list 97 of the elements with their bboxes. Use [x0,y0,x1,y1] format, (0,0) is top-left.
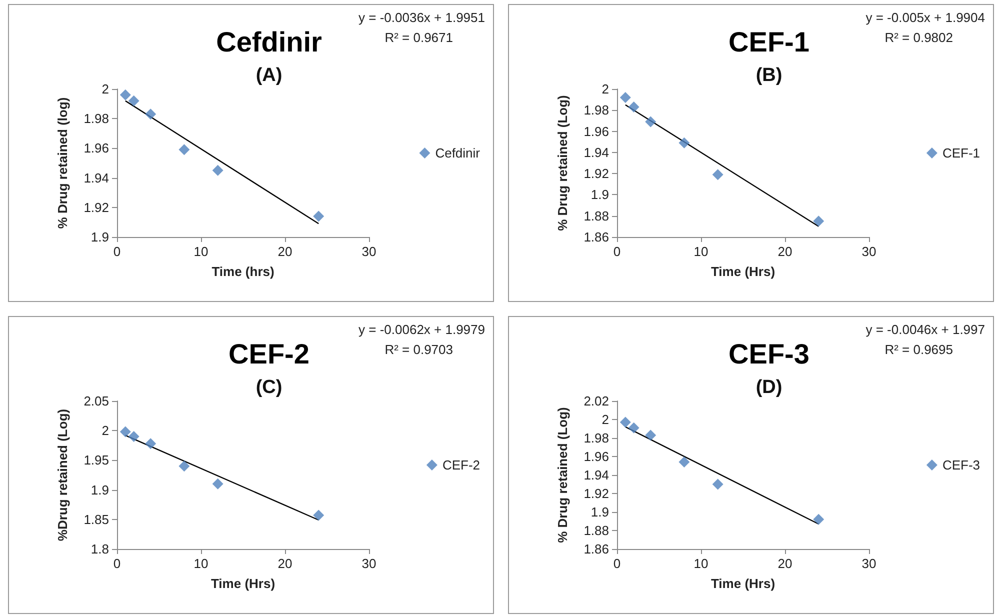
text: R² = 0.9703 [384,342,453,357]
y-tick-label: 1.86 [584,542,609,556]
point [178,144,190,156]
chart-title: CEF-2 [228,338,310,370]
y-tick-label: 2.02 [584,394,609,408]
y-tick-label: 1.88 [584,208,609,224]
y-tick-label: 1.94 [584,144,609,160]
point [628,101,640,112]
chart-subtitle: (B) [756,65,782,86]
x-tick-label: 20 [278,244,292,259]
y-tick-label: 1.94 [84,170,109,186]
chart-subtitle: (D) [756,377,782,398]
x-axis-title: Time (Hrs) [210,576,276,591]
y-tick-label: 1.85 [84,512,109,527]
x-tick-label: 30 [362,244,376,259]
point [813,216,824,227]
x-axis-title: Time (Hrs) [710,264,776,279]
point [313,510,324,521]
point [645,430,656,441]
text: R² = 0.9695 [884,342,953,357]
x-axis-title: Time (hrs) [212,264,274,279]
x-tick-label: 20 [278,556,292,571]
chart-subtitle: (C) [256,377,282,398]
y-tick-label: 2 [102,423,109,438]
y-tick-label: 2 [602,82,609,96]
y-tick-label: 1.9 [590,504,609,520]
point [712,169,724,180]
y-tick-label: 1.95 [84,452,109,468]
point [678,137,690,148]
y-tick-label: 1.9 [90,230,109,244]
chart-title: Cefdinir [216,26,322,58]
chart-title: CEF-1 [728,26,810,58]
point [212,164,224,176]
y-tick-label: 2 [102,82,109,96]
point [145,438,156,450]
y-tick-label: 1.98 [84,111,109,126]
text: y = -0.0036x + 1.9951 [358,10,485,25]
text: y = -0.0046x + 1.997 [866,322,986,337]
y-tick-label: 1.92 [84,200,109,215]
legend-label: CEF-1 [942,146,980,160]
x-tick-label: 30 [862,244,876,259]
text: R² = 0.9671 [384,30,453,45]
y-tick-label: 2 [602,412,609,427]
x-tick-label: 0 [113,244,121,259]
y-tick-label: 1.86 [584,230,609,244]
y-axis-title: % Drug retained (log) [55,97,70,229]
text: y = -0.005x + 1.9904 [866,10,986,25]
text: y = -0.0062x + 1.9979 [358,322,485,337]
x-tick-label: 0 [613,556,621,571]
point [645,116,656,128]
text: R² = 0.9802 [884,30,953,45]
y-tick-label: 1.8 [90,542,109,556]
point [712,478,724,490]
chart-title: CEF-3 [728,338,810,370]
x-tick-label: 10 [694,556,708,571]
y-tick-label: 1.94 [584,468,609,482]
x-tick-label: 10 [694,244,708,259]
legend-label: Cefdinir [435,146,481,160]
point [120,426,131,438]
y-axis-title: % Drug retained (Log) [555,407,570,543]
point [628,422,640,434]
y-axis-title: % Drug retained (Log) [555,95,570,231]
point [178,460,190,472]
x-axis-title: Time (Hrs) [710,576,776,591]
y-tick-label: 1.98 [584,102,609,118]
y-tick-label: 1.96 [584,449,609,464]
y-tick-label: 1.92 [584,166,609,182]
point [313,210,324,222]
x-tick-label: 20 [778,244,792,259]
point [678,456,690,468]
x-tick-label: 10 [194,556,208,571]
y-tick-label: 1.96 [584,124,609,139]
point [145,108,156,120]
x-tick-label: 20 [778,556,792,571]
y-tick-label: 1.9 [590,187,609,202]
point [813,514,824,525]
y-tick-label: 1.92 [584,486,609,501]
x-tick-label: 10 [194,244,208,259]
point [212,478,224,490]
y-tick-label: 1.88 [584,523,609,538]
point [620,92,631,103]
y-tick-label: 1.98 [584,430,609,446]
y-tick-label: 1.9 [90,482,109,498]
x-tick-label: 30 [862,556,876,571]
chart-subtitle: (A) [256,65,282,86]
y-tick-label: 2.05 [84,394,109,408]
legend-label: CEF-2 [442,458,480,472]
y-tick-label: 1.96 [84,140,109,156]
legend-label: CEF-3 [942,458,980,472]
point [128,431,140,442]
point [128,95,140,106]
y-axis-title: %Drug retained (Log) [55,408,70,542]
point [120,89,131,100]
x-tick-label: 0 [113,556,121,571]
point [620,416,631,428]
x-tick-label: 0 [613,244,621,259]
x-tick-label: 30 [362,556,376,571]
